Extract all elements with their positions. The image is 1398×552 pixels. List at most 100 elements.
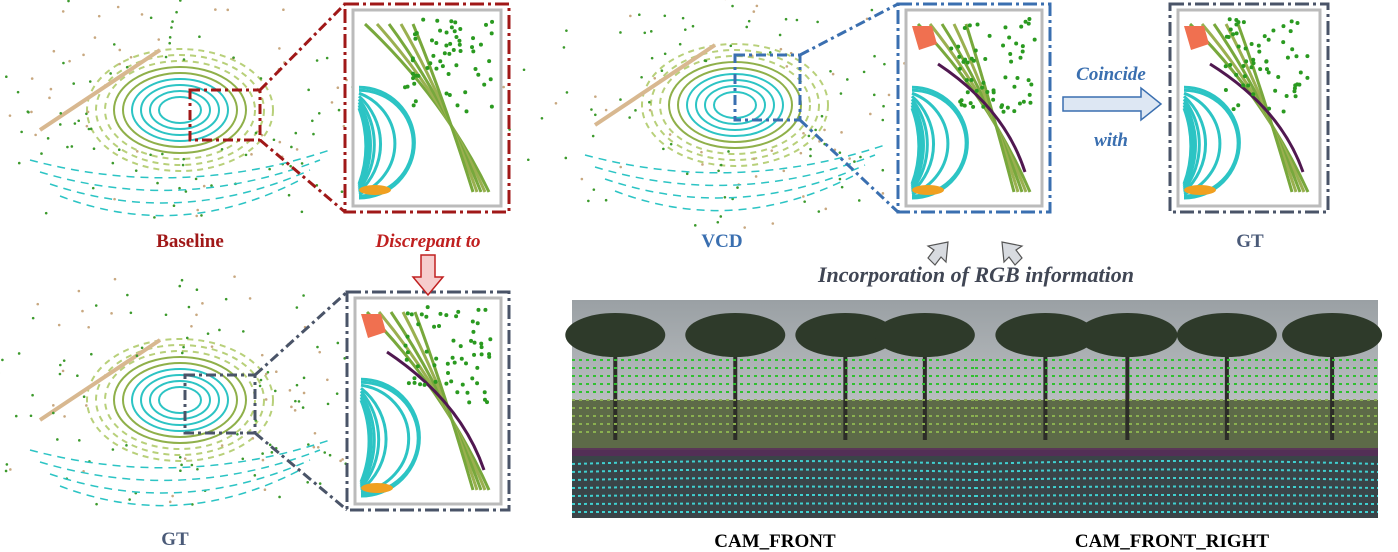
- lidar-purple: [975, 448, 1378, 456]
- tree-point: [446, 371, 450, 375]
- lidar-point: [319, 482, 322, 485]
- lidar-point: [882, 105, 885, 108]
- tree-point: [1305, 54, 1309, 58]
- ego: [166, 390, 194, 410]
- tree-point: [1014, 42, 1018, 46]
- lidar-point: [619, 166, 622, 169]
- lidar-point: [182, 346, 185, 349]
- tree-point: [418, 382, 422, 386]
- tree-point: [968, 23, 972, 27]
- tree-crown: [565, 313, 665, 357]
- lidar-point: [555, 102, 558, 105]
- lidar-point: [165, 56, 168, 59]
- lidar-point: [594, 95, 597, 98]
- lidar-point: [78, 439, 81, 442]
- tree-point: [412, 82, 416, 86]
- lidar-point: [294, 409, 297, 412]
- lidar-point: [290, 146, 293, 149]
- lidar-point: [260, 379, 263, 382]
- lidar-point: [5, 75, 8, 78]
- tree-point: [974, 49, 978, 53]
- tree-point: [970, 57, 974, 61]
- lidar-point: [264, 488, 267, 491]
- lidar-point: [823, 129, 826, 132]
- lidar-point: [743, 226, 746, 229]
- connector: [260, 4, 345, 90]
- tree-point: [992, 88, 996, 92]
- lidar-point: [1, 359, 4, 362]
- tree-point: [1232, 107, 1236, 111]
- orange-obj: [912, 185, 944, 195]
- lidar-point: [128, 498, 131, 501]
- lidar-point: [113, 43, 116, 46]
- tree-point: [1007, 36, 1011, 40]
- tree-point: [1033, 38, 1037, 42]
- lidar-point: [89, 80, 92, 83]
- lidar-point: [178, 187, 181, 190]
- lidar-point: [141, 346, 144, 349]
- lidar-point: [814, 129, 817, 132]
- lidar-point: [638, 13, 641, 16]
- lidar-point: [566, 91, 569, 94]
- tree-point: [1294, 54, 1298, 58]
- lidar-point: [169, 36, 172, 39]
- tree-point: [1234, 73, 1238, 77]
- lidar-point: [311, 120, 314, 123]
- lidar-point: [800, 152, 803, 155]
- lidar-point: [207, 332, 210, 335]
- tree-point: [458, 27, 462, 31]
- lidar-point: [92, 187, 95, 190]
- panel-label: VCD: [701, 231, 742, 252]
- lidar-point: [126, 294, 129, 297]
- lidar-point: [821, 115, 824, 118]
- lidar-point: [34, 134, 37, 137]
- lidar-point: [171, 20, 174, 23]
- camera-label: CAM_FRONT_RIGHT: [1075, 531, 1270, 552]
- lidar-point: [59, 123, 62, 126]
- tree-point: [1244, 59, 1248, 63]
- lidar-point: [809, 148, 812, 151]
- tree-point: [425, 66, 429, 70]
- tree-point: [1267, 107, 1271, 111]
- tree-point: [1273, 89, 1277, 93]
- tree-point: [447, 72, 451, 76]
- lidar-point: [327, 403, 330, 406]
- lidar-point: [241, 458, 244, 461]
- tree-point: [421, 18, 425, 22]
- lidar-point: [294, 400, 297, 403]
- tree-point: [1244, 47, 1248, 51]
- lidar-point: [48, 97, 51, 100]
- tree-point: [1289, 29, 1293, 33]
- lidar-point: [170, 26, 173, 29]
- lidar-point: [720, 164, 723, 167]
- tree-point: [411, 58, 415, 62]
- lidar-point: [326, 378, 329, 381]
- tree-point: [471, 330, 475, 334]
- lidar-point: [640, 76, 643, 79]
- lidar-point: [782, 170, 785, 173]
- tree-point: [488, 337, 492, 341]
- panel-label: GT: [161, 529, 189, 550]
- tree-point: [412, 376, 416, 380]
- tree-point: [444, 382, 448, 386]
- lidar-point: [195, 178, 198, 181]
- lidar-point: [221, 148, 224, 151]
- lidar-point: [296, 306, 299, 309]
- lidar-point: [233, 275, 236, 278]
- lidar-point: [249, 297, 252, 300]
- tree-point: [980, 86, 984, 90]
- lidar-point: [316, 346, 319, 349]
- lidar-point: [338, 109, 341, 112]
- lidar-point: [871, 9, 874, 12]
- lidar-point: [85, 112, 88, 115]
- camera-road: [975, 450, 1378, 518]
- lidar-point: [662, 148, 665, 151]
- tree-point: [446, 362, 450, 366]
- lidar-point: [881, 169, 884, 172]
- lidar-point: [593, 188, 596, 191]
- lidar-point: [756, 5, 759, 8]
- lidar-point: [83, 395, 86, 398]
- tree-point: [459, 49, 463, 53]
- tree-point: [1027, 78, 1031, 82]
- lidar-point: [9, 114, 12, 117]
